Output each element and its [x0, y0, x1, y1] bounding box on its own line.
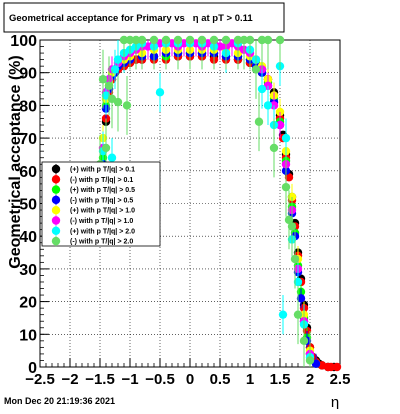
data-point — [101, 143, 111, 153]
data-point — [284, 173, 294, 182]
x-tick-label: −1.5 — [85, 371, 115, 388]
legend-label: (+) with p T/|q| > 2.0 — [70, 228, 135, 235]
data-point — [233, 35, 243, 45]
data-point — [137, 35, 147, 45]
data-series — [95, 35, 342, 372]
x-tick-label: 2.5 — [330, 371, 351, 388]
data-point — [107, 153, 117, 162]
y-axis-label: Geometrical acceptance (%) — [7, 55, 24, 268]
legend-label: (+) with p T/|q| > 1.0 — [70, 208, 135, 215]
legend-label: (-) with p T/|q| > 0.5 — [70, 197, 133, 204]
data-point — [122, 101, 132, 110]
data-point — [293, 277, 303, 287]
data-point — [221, 35, 231, 45]
x-tick-labels: −2.5 −2 −1.5 −1 −0.5 0 0.5 1 1.5 2 2.5 — [25, 371, 350, 388]
data-point — [209, 35, 219, 45]
data-point — [149, 35, 159, 45]
x-tick-label: 2 — [306, 371, 314, 388]
legend-entry: (-) with p T/|q| > 0.5 — [51, 194, 133, 205]
legend-label: (-) with p T/|q| > 2.0 — [70, 239, 133, 246]
y-tick-label: 40 — [19, 229, 37, 246]
y-tick-label: 50 — [19, 197, 37, 214]
y-tick-label: 60 — [19, 164, 37, 181]
data-point — [284, 215, 294, 225]
legend-entry: (+) with p T/|q| > 1.0 — [51, 205, 135, 216]
data-point — [155, 88, 165, 97]
data-point — [257, 84, 267, 94]
timestamp: Mon Dec 20 21:19:36 2021 — [4, 396, 115, 406]
data-point — [185, 35, 195, 45]
data-point — [281, 182, 291, 192]
data-point — [245, 35, 255, 45]
legend-entry: (+) with p T/|q| > 2.0 — [51, 225, 135, 236]
data-point — [113, 55, 123, 64]
legend-label: (+) with p T/|q| > 0.5 — [70, 187, 135, 194]
data-point — [275, 120, 285, 130]
x-tick-label: 1.5 — [270, 371, 291, 388]
legend-entry: (-) with p T/|q| > 2.0 — [51, 236, 133, 247]
legend-entry: (+) with p T/|q| > 0.5 — [51, 184, 135, 195]
data-point — [278, 310, 288, 319]
legend-label: (-) with p T/|q| > 1.0 — [70, 218, 133, 225]
y-tick-label: 100 — [10, 33, 37, 50]
data-point — [290, 254, 300, 264]
legend-entry: (-) with p T/|q| > 0.1 — [51, 174, 133, 185]
data-point — [110, 65, 120, 74]
chart-title: Geometrical acceptance for Primary vs η … — [9, 13, 253, 24]
data-point — [332, 362, 342, 372]
data-point — [293, 310, 303, 319]
data-point — [296, 294, 306, 303]
data-point — [326, 362, 336, 372]
y-tick-label: 90 — [19, 66, 37, 83]
y-tick-label: 20 — [19, 295, 37, 312]
data-point — [254, 117, 264, 126]
y-tick-label: 80 — [19, 98, 37, 115]
x-tick-label: 1 — [246, 371, 254, 388]
x-tick-label: −2 — [61, 371, 78, 388]
data-point — [197, 35, 207, 45]
data-point — [113, 97, 123, 107]
y-tick-label: 10 — [19, 327, 37, 344]
y-tick-label: 30 — [19, 262, 37, 279]
x-tick-label: −1 — [121, 371, 138, 388]
data-point — [263, 101, 273, 110]
data-point — [104, 81, 114, 90]
title-frame — [3, 2, 285, 33]
legend-entry: (-) with p T/|q| > 1.0 — [51, 215, 133, 226]
series-8 — [95, 35, 315, 367]
y-tick-label: 70 — [19, 131, 37, 148]
y-tick-labels: 0 10 20 30 40 50 60 70 80 90 100 — [10, 33, 37, 377]
data-point — [275, 35, 285, 45]
legend-entry: (+) with p T/|q| > 0.1 — [51, 164, 135, 174]
data-point — [287, 222, 297, 231]
data-point — [215, 42, 225, 51]
data-point — [299, 336, 309, 346]
legend-label: (+) with p T/|q| > 0.1 — [70, 167, 135, 174]
legend: (+) with p T/|q| > 0.1 (-) with p T/|q| >… — [41, 161, 161, 247]
data-point — [119, 35, 129, 45]
data-point — [305, 356, 315, 365]
x-axis-label: η — [331, 394, 339, 409]
x-tick-label: −2.5 — [25, 371, 55, 388]
data-point — [161, 35, 171, 45]
data-point — [251, 65, 261, 74]
data-point — [131, 35, 141, 45]
y-tick-label: 0 — [28, 360, 37, 377]
data-point — [239, 35, 249, 45]
data-point — [269, 143, 279, 153]
data-point — [263, 35, 273, 45]
title-box: Geometrical acceptance for Primary vs η … — [3, 2, 285, 33]
data-point — [173, 35, 183, 45]
x-tick-label: 0.5 — [210, 371, 231, 388]
data-point — [257, 35, 267, 45]
x-tick-label: −0.5 — [145, 371, 175, 388]
data-point — [98, 75, 108, 84]
data-point — [125, 35, 135, 45]
data-point — [281, 133, 291, 143]
x-tick-label: 0 — [186, 371, 194, 388]
legend-box — [41, 161, 161, 247]
legend-label: (-) with p T/|q| > 0.1 — [70, 177, 133, 184]
